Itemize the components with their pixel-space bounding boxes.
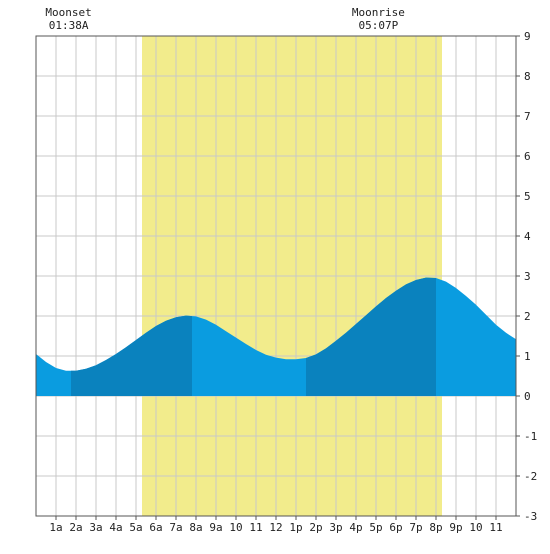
y-tick-label: 0 [524,390,531,403]
y-tick-label: 7 [524,110,531,123]
x-tick-label: 9p [449,521,462,534]
moon-event-time: 05:07P [359,19,399,32]
y-tick-label: 5 [524,190,531,203]
x-tick-label: 5a [129,521,142,534]
moon-event-label: Moonset [45,6,91,19]
x-tick-label: 12 [269,521,282,534]
y-tick-label: -1 [524,430,537,443]
tide-rising-area [306,277,436,396]
x-tick-label: 6p [389,521,402,534]
y-tick-label: -2 [524,470,537,483]
moon-event-label: Moonrise [352,6,405,19]
x-tick-label: 5p [369,521,382,534]
x-tick-label: 8a [189,521,202,534]
y-tick-label: 2 [524,310,531,323]
y-tick-label: 8 [524,70,531,83]
y-tick-label: 1 [524,350,531,363]
x-tick-label: 8p [429,521,442,534]
y-tick-label: 3 [524,270,531,283]
x-tick-label: 7a [169,521,182,534]
x-tick-label: 1p [289,521,302,534]
x-tick-label: 2p [309,521,322,534]
y-tick-label: 9 [524,30,531,43]
x-tick-label: 10 [469,521,482,534]
x-tick-label: 1a [49,521,62,534]
x-tick-label: 4p [349,521,362,534]
x-tick-label: 7p [409,521,422,534]
x-tick-label: 11 [249,521,262,534]
x-tick-label: 11 [489,521,502,534]
y-tick-label: 6 [524,150,531,163]
x-tick-label: 2a [69,521,82,534]
x-tick-label: 10 [229,521,242,534]
y-tick-label: -3 [524,510,537,523]
tide-rising-area [71,315,192,396]
moon-event-time: 01:38A [49,19,89,32]
x-tick-label: 3a [89,521,102,534]
x-tick-label: 6a [149,521,162,534]
x-tick-label: 3p [329,521,342,534]
x-tick-label: 9a [209,521,222,534]
x-tick-label: 4a [109,521,122,534]
y-tick-label: 4 [524,230,531,243]
